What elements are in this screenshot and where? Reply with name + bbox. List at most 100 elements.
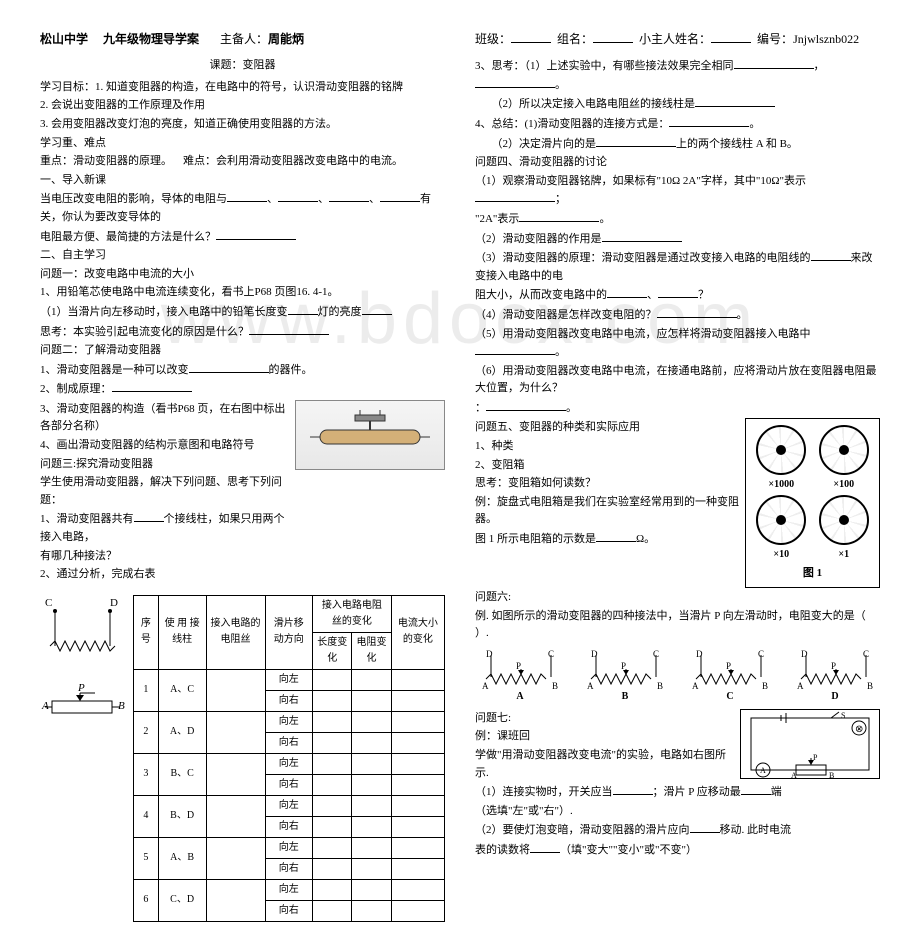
- q7-1b: ；滑片 P 应移动最: [653, 786, 741, 798]
- th-current: 电流大小的变化: [391, 595, 444, 669]
- q4-4: （4）滑动变阻器是怎样改变电阻的？: [475, 309, 657, 321]
- svg-text:A: A: [760, 766, 766, 775]
- q5-unit: Ω。: [636, 533, 655, 545]
- lesson-title: 变阻器: [243, 59, 276, 71]
- code-label: 编号：: [757, 32, 793, 46]
- option-d: DCPAB D: [790, 647, 880, 705]
- dial-1000: [756, 425, 806, 475]
- rheostat-diagram: [295, 400, 445, 470]
- q3-1c: 有哪几种接法？: [40, 548, 295, 566]
- q2-3: 3、滑动变阻器的构造（看书P68 页，在右图中标出各部分名称）: [40, 401, 295, 436]
- q7-2b: 移动. 此时电流: [720, 824, 792, 836]
- q7-2: （2）要使灯泡变暗，滑动变阻器的滑片应向: [475, 824, 690, 836]
- q4-5: （5）用滑动变阻器改变电路中电流，应怎样将滑动变阻器接入电路中: [475, 328, 811, 340]
- q4-6: （6）用滑动变阻器改变电路中电流，在接通电路前，应将滑动片放在变阻器电阻最大位置…: [475, 363, 880, 398]
- svg-text:A: A: [587, 681, 594, 689]
- worksheet-page: 松山中学 九年级物理导学案 主备人：周能炳 课题：变阻器 学习目标：1. 知道变…: [0, 0, 920, 942]
- svg-text:B: B: [867, 681, 873, 689]
- svg-text:P: P: [621, 661, 626, 671]
- svg-text:D: D: [110, 597, 118, 609]
- rheostat-options: DCPAB A DCPAB B DCPAB C DCPAB D: [475, 647, 880, 705]
- q4-2b: 上的两个接线柱 A 和 B。: [676, 138, 798, 150]
- th-change: 接入电路电阻丝的变化: [313, 595, 392, 632]
- difficulty-main: 重点：滑动变阻器的原理。: [40, 155, 172, 167]
- q3-2: 2、通过分析，完成右表: [40, 566, 295, 584]
- svg-text:A: A: [797, 681, 804, 689]
- svg-text:S: S: [841, 711, 845, 720]
- svg-text:B: B: [118, 700, 125, 712]
- svg-text:A: A: [482, 681, 489, 689]
- q1-label: 问题一：改变电路中电流的大小: [40, 266, 445, 284]
- q6-label: 问题六:: [475, 589, 880, 607]
- intro-text: 当电压改变电阻的影响，导体的电阻与: [40, 193, 227, 205]
- svg-text:P: P: [726, 661, 731, 671]
- q3-label: 问题三:探究滑动变阻器: [40, 456, 295, 474]
- author-label: 主备人：: [220, 32, 268, 46]
- circuit-diagram-q7: A ⊗ P A B S: [740, 709, 880, 779]
- q5-fig: 图 1 所示电阻箱的示数是: [475, 533, 596, 545]
- q7-2c: 表的读数将: [475, 844, 530, 856]
- fig1-label: 图 1: [750, 565, 875, 583]
- analysis-table: 序号 使 用 接线柱 接入电路的电阻丝 滑片移动方向 接入电路电阻丝的变化 电流…: [133, 595, 445, 922]
- svg-text:D: D: [801, 649, 808, 659]
- difficulty-sub: 难点：会利用滑动变阻器改变电路中的电流。: [183, 155, 403, 167]
- th-wire: 接入电路的电阻丝: [206, 595, 265, 669]
- q2-label: 问题二：了解滑动变阻器: [40, 342, 445, 360]
- svg-text:B: B: [829, 771, 834, 778]
- svg-text:B: B: [762, 681, 768, 689]
- q1-2: （1）当滑片向左移动时，接入电路中的铅笔长度变: [40, 306, 288, 318]
- svg-text:B: B: [552, 681, 558, 689]
- q4-3: （3）滑动变阻器的原理：滑动变阻器是通过改变接入电路的电阻线的: [475, 252, 811, 264]
- svg-text:P: P: [516, 661, 521, 671]
- header-right: 班级： 组名： 小主人姓名： 编号：Jnjwlsznb022: [475, 30, 880, 49]
- resistance-box-figure: ×1000 ×100 ×10 ×1 图 1: [745, 418, 880, 588]
- q1-1: 1、用铅笔芯使电路中电流连续变化，看书上P68 页图16. 4-1。: [40, 284, 445, 302]
- q2-2: 2、制成原理：: [40, 383, 112, 395]
- q4-1: （1）观察滑动变阻器铭牌，如果标有"10Ω 2A"字样，其中"10Ω"表示: [475, 175, 806, 187]
- class-label: 班级：: [475, 32, 511, 46]
- goal-2: 2. 会说出变阻器的工作原理及作用: [40, 97, 445, 115]
- right-column: 班级： 组名： 小主人姓名： 编号：Jnjwlsznb022 3、思考：（1）上…: [475, 30, 880, 922]
- q4-1b: "2A"表示: [475, 213, 519, 225]
- option-a: DCPAB A: [475, 647, 565, 705]
- goal-3: 3. 会用变阻器改变灯泡的亮度，知道正确使用变阻器的方法。: [40, 116, 445, 134]
- q2-1: 1、滑动变阻器是一种可以改变: [40, 364, 189, 376]
- svg-text:D: D: [591, 649, 598, 659]
- q3-1: 1、滑动变阻器共有: [40, 513, 134, 525]
- svg-text:D: D: [696, 649, 703, 659]
- goal-1: 1. 知道变阻器的构造，在电路中的符号，认识滑动变阻器的铭牌: [95, 81, 403, 93]
- q3-think: 3、思考：（1）上述实验中，有哪些接法效果完全相同: [475, 60, 734, 72]
- code-value: Jnjwlsznb022: [793, 32, 859, 46]
- q7-1d: （选填"左"或"右"）.: [475, 803, 880, 821]
- svg-text:C: C: [45, 597, 52, 609]
- svg-text:A: A: [791, 771, 797, 778]
- q1-3: 思考：本实验引起电流变化的原因是什么？: [40, 326, 249, 338]
- svg-text:P: P: [813, 753, 818, 762]
- dial-1: [819, 495, 869, 545]
- q4-2: （2）决定滑片向的是: [492, 138, 597, 150]
- q2-4: 4、画出滑动变阻器的结构示意图和电路符号: [40, 437, 295, 455]
- goals-label: 学习目标：: [40, 81, 95, 93]
- group-label: 组名：: [557, 32, 593, 46]
- self-label: 二、自主学习: [40, 247, 445, 265]
- q7-1c: 端: [771, 786, 782, 798]
- school-name: 松山中学: [40, 32, 88, 46]
- option-c: DCPAB C: [685, 647, 775, 705]
- intro-text3: 电阻最方便、最简捷的方法是什么？: [40, 231, 216, 243]
- th-pins: 使 用 接线柱: [158, 595, 206, 669]
- svg-text:A: A: [692, 681, 699, 689]
- q4-label: 问题四、滑动变阻器的讨论: [475, 154, 880, 172]
- option-b: DCPAB B: [580, 647, 670, 705]
- th-dir: 滑片移动方向: [265, 595, 313, 669]
- circuit-symbols: C D A P B: [40, 591, 125, 922]
- intro-label: 一、导入新课: [40, 172, 445, 190]
- title-label: 课题：: [210, 59, 243, 71]
- dial-100: [819, 425, 869, 475]
- difficulty-label: 学习重、难点: [40, 135, 445, 153]
- svg-text:⊗: ⊗: [855, 724, 863, 735]
- lesson-title-row: 课题：变阻器: [40, 57, 445, 75]
- left-column: 松山中学 九年级物理导学案 主备人：周能炳 课题：变阻器 学习目标：1. 知道变…: [40, 30, 445, 922]
- q3-think2: （2）所以决定接入电路电阻丝的接线柱是: [492, 98, 696, 110]
- svg-text:B: B: [657, 681, 663, 689]
- svg-text:A: A: [41, 700, 49, 712]
